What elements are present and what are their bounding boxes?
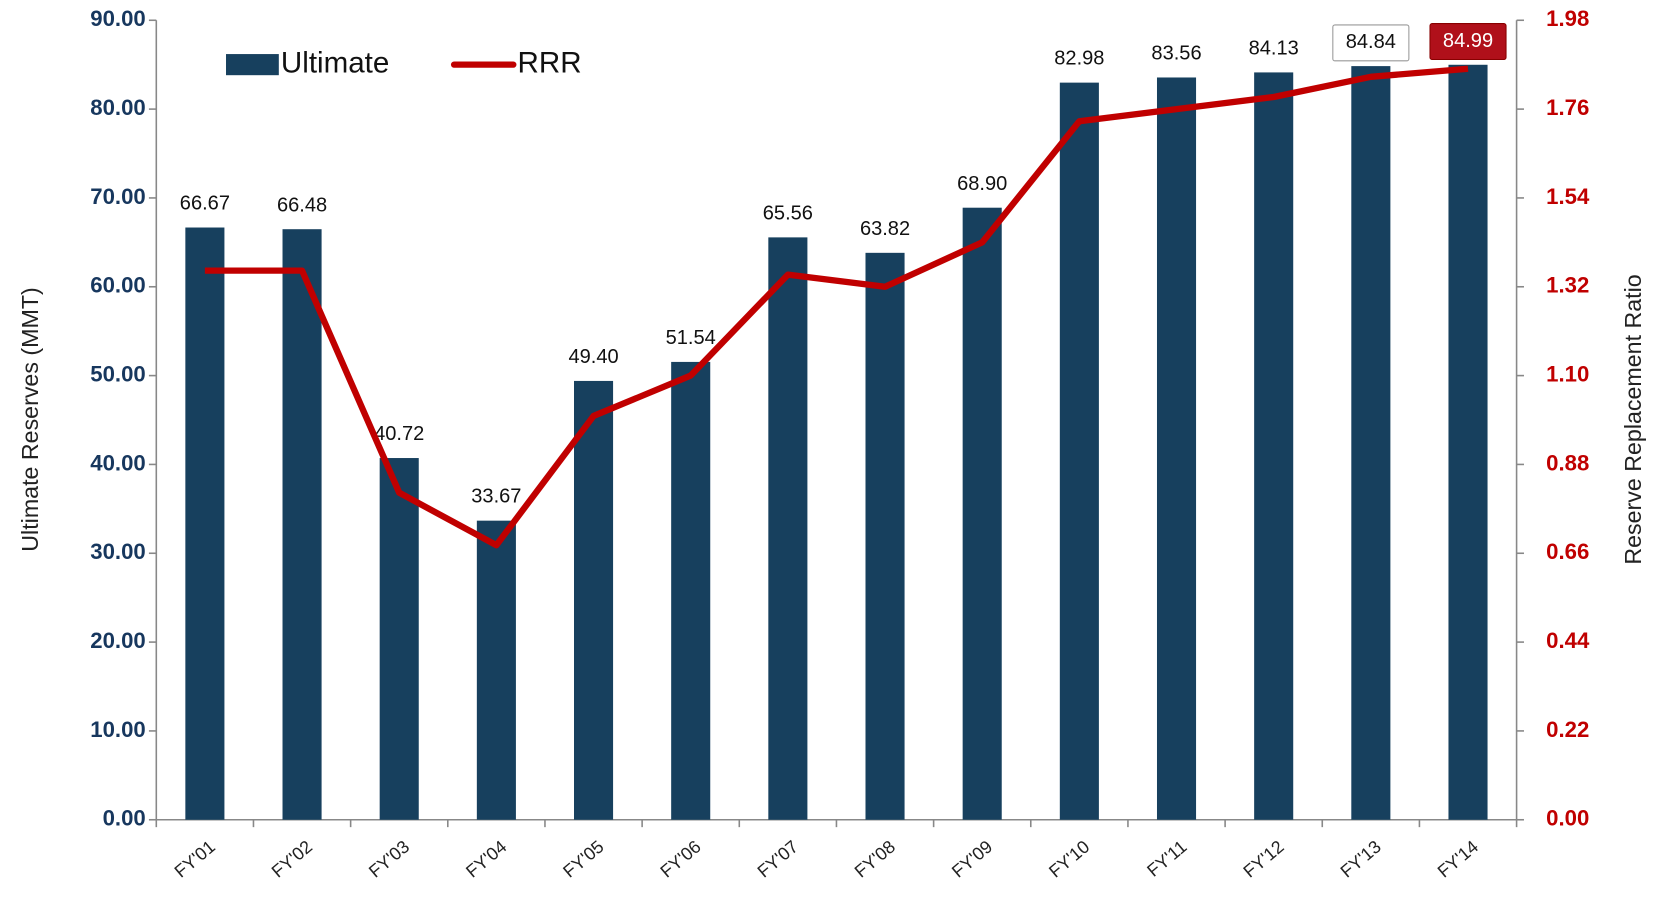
- x-tick-label: FY'08: [851, 836, 899, 881]
- data-label: 84.99: [1443, 30, 1493, 52]
- x-tick-label: FY'12: [1239, 836, 1287, 881]
- data-label: 33.67: [471, 486, 521, 508]
- y2-tick-label: 0.00: [1546, 806, 1589, 831]
- bar: [962, 207, 1002, 820]
- x-tick-label: FY'03: [365, 836, 413, 881]
- line: [204, 65, 1469, 549]
- data-label: 63.82: [860, 218, 910, 240]
- y2-tick-label: 1.32: [1546, 273, 1589, 298]
- bar: [185, 227, 225, 820]
- legend-label: RRR: [518, 46, 582, 79]
- x-tick-label: FY'06: [656, 836, 704, 881]
- x-tick-label: FY'04: [462, 836, 510, 881]
- x-tick-label: FY'10: [1045, 836, 1093, 881]
- y-tick-label: 40.00: [90, 450, 145, 475]
- y-tick-label: 90.00: [90, 6, 145, 31]
- bar: [476, 520, 516, 820]
- y2-tick-label: 1.76: [1546, 95, 1589, 120]
- x-tick-label: FY'01: [171, 836, 219, 881]
- y2-tick-label: 0.66: [1546, 539, 1589, 564]
- bar: [1448, 64, 1488, 820]
- data-label: 49.40: [568, 346, 618, 368]
- y2-tick-label: 1.54: [1546, 184, 1590, 209]
- y2-tick-label: 0.22: [1546, 717, 1589, 742]
- x-tick-label: FY'14: [1434, 836, 1482, 881]
- data-label: 40.72: [374, 423, 424, 445]
- data-label: 66.48: [277, 194, 327, 216]
- x-tick-label: FY'13: [1337, 836, 1385, 881]
- data-label: 84.13: [1249, 37, 1299, 59]
- x-tick-label: FY'11: [1143, 836, 1190, 880]
- bar: [282, 229, 322, 820]
- bar: [574, 380, 614, 820]
- legend-label: Ultimate: [281, 46, 389, 79]
- bar: [1156, 77, 1197, 820]
- y-tick-label: 80.00: [90, 95, 145, 120]
- y-tick-label: 10.00: [90, 717, 145, 742]
- y-tick-label: 50.00: [90, 361, 145, 386]
- data-label: 82.98: [1054, 48, 1104, 70]
- y2-tick-label: 0.44: [1546, 628, 1590, 653]
- x-tick-label: FY'09: [948, 836, 996, 881]
- legend-swatch: [226, 54, 279, 76]
- x-tick-label: FY'02: [268, 836, 316, 881]
- y2-tick-label: 0.88: [1546, 450, 1589, 475]
- label-box: [1429, 23, 1507, 61]
- bar: [1059, 82, 1099, 820]
- y2-axis-label: Reserve Replacement Ratio: [1620, 274, 1646, 564]
- data-label: 83.56: [1151, 43, 1201, 65]
- y-tick-label: 60.00: [90, 273, 145, 298]
- x-tick-label: FY'05: [559, 836, 607, 881]
- y2-tick-label: 1.98: [1546, 6, 1589, 31]
- bar: [865, 252, 905, 820]
- data-label: 65.56: [763, 202, 813, 224]
- y-axis-label: Ultimate Reserves (MMT): [17, 287, 43, 551]
- bar: [379, 458, 419, 820]
- y-tick-label: 0.00: [103, 806, 146, 831]
- bar: [1254, 72, 1294, 820]
- label-box: [1332, 24, 1410, 62]
- bar: [1351, 66, 1391, 820]
- y-tick-label: 20.00: [90, 628, 145, 653]
- data-label: 51.54: [666, 327, 716, 349]
- y2-tick-label: 1.10: [1546, 361, 1589, 386]
- bar: [671, 361, 711, 820]
- y-tick-label: 70.00: [90, 184, 145, 209]
- y-tick-label: 30.00: [90, 539, 145, 564]
- data-label: 66.67: [180, 193, 230, 215]
- x-tick-label: FY'07: [754, 836, 802, 881]
- data-label: 68.90: [957, 173, 1007, 195]
- bar: [768, 237, 808, 820]
- data-label: 84.84: [1346, 31, 1396, 53]
